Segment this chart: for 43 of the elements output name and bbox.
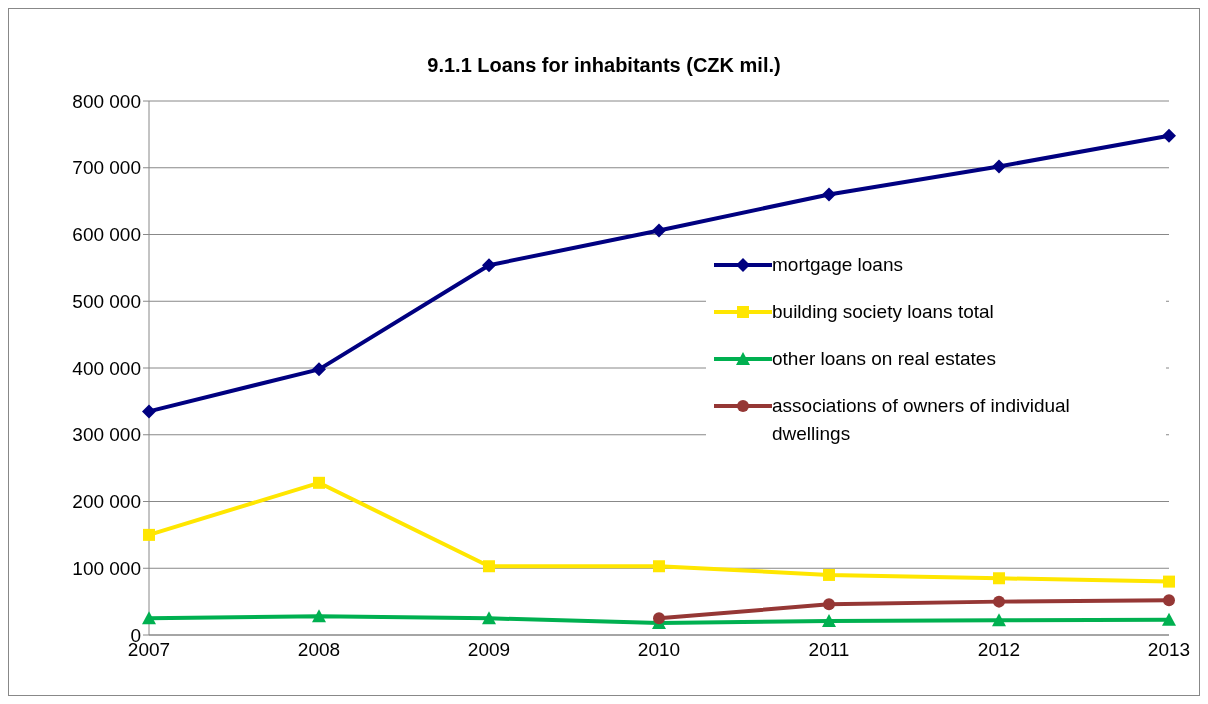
y-tick-label: 600 000 bbox=[72, 224, 141, 246]
legend-label: mortgage loans bbox=[772, 253, 904, 277]
point bbox=[823, 598, 835, 611]
point bbox=[822, 187, 836, 202]
y-tick-label: 100 000 bbox=[72, 557, 141, 579]
legend-label: building society loans total bbox=[772, 300, 995, 324]
point bbox=[822, 613, 836, 627]
x-tick-label: 2011 bbox=[808, 639, 850, 661]
x-tick-label: 2009 bbox=[467, 639, 511, 661]
point bbox=[142, 404, 156, 419]
chart-title: 9.1.1 Loans for inhabitants (CZK mil.) bbox=[426, 54, 782, 77]
point bbox=[1162, 612, 1176, 626]
x-tick-label: 2010 bbox=[637, 639, 681, 661]
point bbox=[823, 568, 835, 581]
point bbox=[653, 612, 665, 625]
legend-label: associations of owners of individual dwellings bbox=[772, 394, 1071, 446]
x-tick-label: 2013 bbox=[1147, 639, 1191, 661]
y-tick-label: 300 000 bbox=[72, 424, 141, 446]
y-tick-label: 400 000 bbox=[72, 357, 141, 379]
point bbox=[992, 159, 1006, 174]
y-tick-label: 700 000 bbox=[72, 157, 141, 179]
x-tick-label: 2008 bbox=[297, 639, 341, 661]
point bbox=[312, 362, 326, 377]
point bbox=[482, 611, 496, 625]
point bbox=[483, 560, 495, 573]
y-tick-label: 800 000 bbox=[72, 90, 141, 112]
point bbox=[992, 613, 1006, 627]
point bbox=[1163, 594, 1175, 607]
point bbox=[1163, 575, 1175, 588]
x-tick-label: 2012 bbox=[977, 639, 1021, 661]
point bbox=[652, 223, 666, 238]
point bbox=[142, 611, 156, 625]
y-tick-label: 200 000 bbox=[72, 491, 141, 513]
point bbox=[993, 572, 1005, 585]
y-tick-label: 500 000 bbox=[72, 290, 141, 312]
point bbox=[143, 528, 155, 541]
point bbox=[1162, 128, 1176, 143]
point bbox=[482, 258, 496, 273]
point bbox=[312, 609, 326, 623]
point bbox=[653, 560, 665, 573]
point bbox=[993, 595, 1005, 608]
legend-label: other loans on real estates bbox=[772, 347, 997, 371]
point bbox=[313, 476, 325, 489]
